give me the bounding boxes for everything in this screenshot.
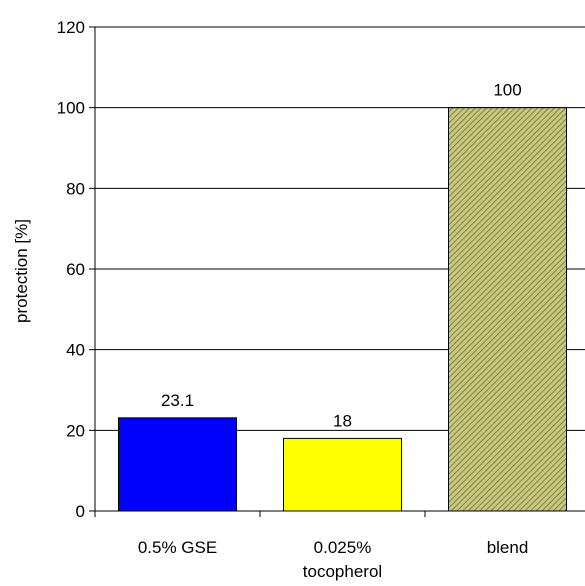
y-axis-title: protection [%]: [12, 219, 31, 323]
y-tick-label: 60: [66, 260, 85, 279]
y-tick-label: 20: [66, 421, 85, 440]
data-label: 100: [493, 81, 521, 100]
bar: [448, 107, 567, 512]
data-labels-layer: 23.1 18 100: [161, 81, 522, 431]
y-tick-label: 120: [57, 18, 85, 37]
y-tick-label: 0: [76, 502, 85, 521]
bars-layer: [118, 107, 567, 512]
y-axis: 0 20 40 60 80 100 120: [57, 18, 96, 521]
x-category-label: 0.5% GSE: [138, 538, 217, 557]
y-tick-label: 40: [66, 341, 85, 360]
y-tick-label: 100: [57, 99, 85, 118]
x-axis: 0.5% GSE 0.025% tocopherol blend: [94, 510, 585, 581]
data-label: 18: [333, 411, 352, 430]
x-category-label: 0.025%: [314, 538, 372, 557]
x-category-label: blend: [487, 538, 529, 557]
x-category-label: tocopherol: [303, 562, 382, 581]
data-label: 23.1: [161, 391, 194, 410]
bar: [283, 437, 402, 512]
y-tick-label: 80: [66, 179, 85, 198]
bar: [118, 417, 237, 512]
